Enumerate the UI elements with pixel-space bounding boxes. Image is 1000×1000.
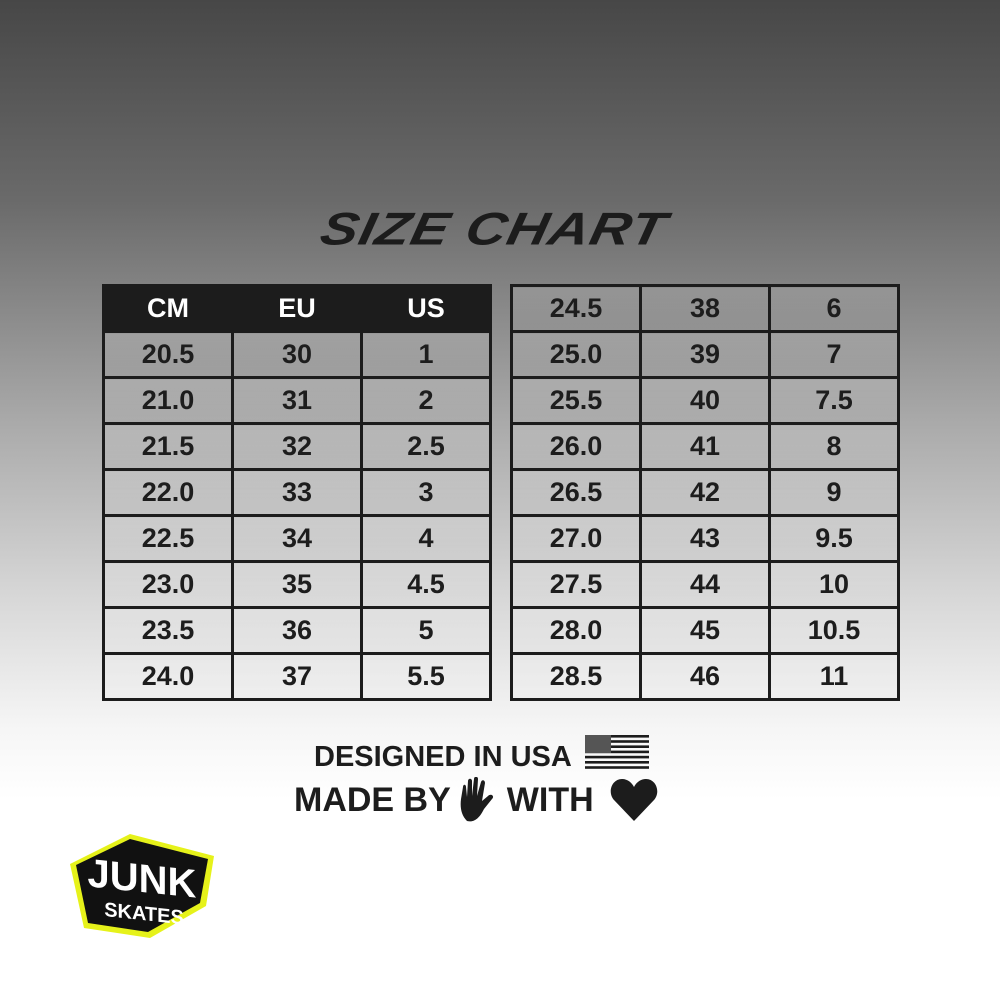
table-row: 23.0 35 4.5 <box>102 560 492 609</box>
cell-cm: 28.5 <box>510 652 642 701</box>
cell-eu: 36 <box>231 606 363 655</box>
table-row: 27.0 43 9.5 <box>510 514 900 563</box>
cell-eu: 31 <box>231 376 363 425</box>
column-header-eu: EU <box>231 284 363 333</box>
table-row: 21.5 32 2.5 <box>102 422 492 471</box>
cell-us: 2.5 <box>360 422 492 471</box>
cell-eu: 34 <box>231 514 363 563</box>
us-flag-icon <box>584 735 649 769</box>
cell-eu: 43 <box>639 514 771 563</box>
cell-us: 3 <box>360 468 492 517</box>
cell-cm: 24.5 <box>510 284 642 333</box>
cell-us: 10 <box>768 560 900 609</box>
cell-us: 9.5 <box>768 514 900 563</box>
cell-us: 2 <box>360 376 492 425</box>
cell-eu: 46 <box>639 652 771 701</box>
size-table-left: CM EU US 20.5 30 1 21.0 31 2 21.5 32 2.5 22.0 33 3 22.… <box>102 284 492 701</box>
cell-eu: 44 <box>639 560 771 609</box>
with-text: WITH <box>506 780 594 819</box>
cell-eu: 35 <box>231 560 363 609</box>
cell-cm: 26.5 <box>510 468 642 517</box>
table-row: 22.0 33 3 <box>102 468 492 517</box>
table-row: 24.5 38 6 <box>510 284 900 333</box>
cell-cm: 26.0 <box>510 422 642 471</box>
cell-us: 6 <box>768 284 900 333</box>
made-by-text: MADE BY <box>294 780 451 819</box>
cell-cm: 21.0 <box>102 376 234 425</box>
cell-eu: 40 <box>639 376 771 425</box>
cell-cm: 20.5 <box>102 330 234 379</box>
cell-cm: 23.5 <box>102 606 234 655</box>
cell-us: 9 <box>768 468 900 517</box>
cell-eu: 33 <box>231 468 363 517</box>
cell-us: 5 <box>360 606 492 655</box>
cell-cm: 25.0 <box>510 330 642 379</box>
cell-cm: 22.0 <box>102 468 234 517</box>
cell-us: 1 <box>360 330 492 379</box>
cell-cm: 28.0 <box>510 606 642 655</box>
cell-cm: 22.5 <box>102 514 234 563</box>
cell-us: 10.5 <box>768 606 900 655</box>
cell-cm: 25.5 <box>510 376 642 425</box>
table-row: 21.0 31 2 <box>102 376 492 425</box>
cell-eu: 45 <box>639 606 771 655</box>
column-header-cm: CM <box>102 284 234 333</box>
table-row: 25.0 39 7 <box>510 330 900 379</box>
table-row: 26.0 41 8 <box>510 422 900 471</box>
cell-eu: 37 <box>231 652 363 701</box>
cell-eu: 32 <box>231 422 363 471</box>
cell-eu: 30 <box>231 330 363 379</box>
page-title: SIZE CHART <box>316 202 672 255</box>
table-row: 25.5 40 7.5 <box>510 376 900 425</box>
cell-us: 5.5 <box>360 652 492 701</box>
junk-skates-logo: JUNK SKATES <box>70 834 214 938</box>
cell-us: 7 <box>768 330 900 379</box>
cell-cm: 21.5 <box>102 422 234 471</box>
table-row: 28.0 45 10.5 <box>510 606 900 655</box>
made-by-line: MADE BY WITH <box>294 777 658 823</box>
cell-eu: 42 <box>639 468 771 517</box>
cell-eu: 38 <box>639 284 771 333</box>
cell-us: 11 <box>768 652 900 701</box>
table-row: 23.5 36 5 <box>102 606 492 655</box>
cell-us: 7.5 <box>768 376 900 425</box>
cell-us: 4 <box>360 514 492 563</box>
table-row: 27.5 44 10 <box>510 560 900 609</box>
table-row: 26.5 42 9 <box>510 468 900 517</box>
table-row: 24.0 37 5.5 <box>102 652 492 701</box>
cell-cm: 27.5 <box>510 560 642 609</box>
table-row: 28.5 46 11 <box>510 652 900 701</box>
column-header-us: US <box>360 284 492 333</box>
heart-icon <box>610 779 657 821</box>
hand-icon <box>460 777 493 822</box>
cell-cm: 23.0 <box>102 560 234 609</box>
size-table-right: 24.5 38 6 25.0 39 7 25.5 40 7.5 26.0 41 8 26.5 42 9 27.… <box>510 284 900 701</box>
table-row: 20.5 30 1 <box>102 330 492 379</box>
cell-us: 4.5 <box>360 560 492 609</box>
cell-eu: 39 <box>639 330 771 379</box>
cell-cm: 27.0 <box>510 514 642 563</box>
designed-in-usa: DESIGNED IN USA <box>314 735 649 774</box>
designed-text: DESIGNED IN USA <box>314 741 571 773</box>
cell-us: 8 <box>768 422 900 471</box>
cell-cm: 24.0 <box>102 652 234 701</box>
cell-eu: 41 <box>639 422 771 471</box>
table-row: 22.5 34 4 <box>102 514 492 563</box>
